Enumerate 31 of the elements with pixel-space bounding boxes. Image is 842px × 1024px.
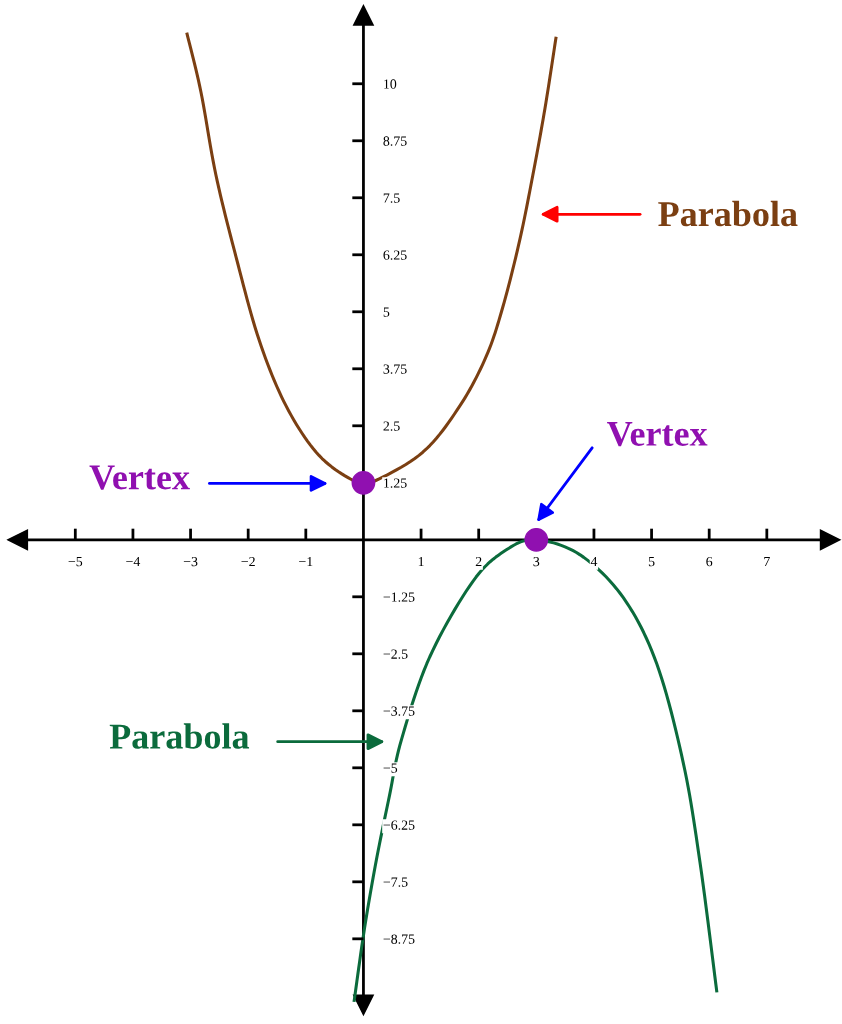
x-tick-label: 3 (533, 556, 540, 567)
x-tick-label: 1 (418, 556, 424, 567)
x-tick-label: −5 (68, 557, 83, 567)
y-tick-label: 1.25 (384, 478, 407, 488)
y-tick-label: 10 (384, 79, 397, 89)
annotation: Parabola (658, 200, 798, 227)
y-tick-label: −2.5 (383, 649, 408, 659)
annotation: Vertex (607, 421, 708, 447)
x-tick-label: −2 (241, 556, 255, 567)
annotation: Vertex (89, 465, 190, 490)
y-tick-label: −8.75 (383, 934, 415, 944)
x-tick-label: −3 (183, 556, 198, 567)
annotation: Parabola (109, 723, 250, 749)
y-tick-label: 3.75 (383, 364, 407, 374)
y-tick-label: 6.25 (383, 250, 407, 260)
y-tick-label: 5 (383, 307, 390, 317)
y-tick-label: −5 (383, 763, 398, 773)
x-tick-label: 7 (764, 557, 770, 567)
y-tick-label: −3.75 (383, 706, 415, 716)
y-tick-label: 7.5 (383, 193, 400, 203)
y-tick-label: −6.25 (383, 820, 415, 830)
x-tick-label: 4 (590, 556, 598, 567)
x-tick-label: 6 (706, 556, 713, 567)
y-tick-label: −7.5 (383, 877, 408, 887)
x-tick-label: −4 (126, 556, 141, 567)
y-tick-label: −1.25 (383, 592, 415, 602)
x-tick-label: 5 (648, 557, 655, 567)
y-tick-label: 8.75 (383, 136, 407, 146)
x-tick-label: 2 (475, 556, 482, 567)
y-tick-label: 2.5 (383, 421, 400, 431)
x-tick-label: −1 (299, 556, 313, 567)
